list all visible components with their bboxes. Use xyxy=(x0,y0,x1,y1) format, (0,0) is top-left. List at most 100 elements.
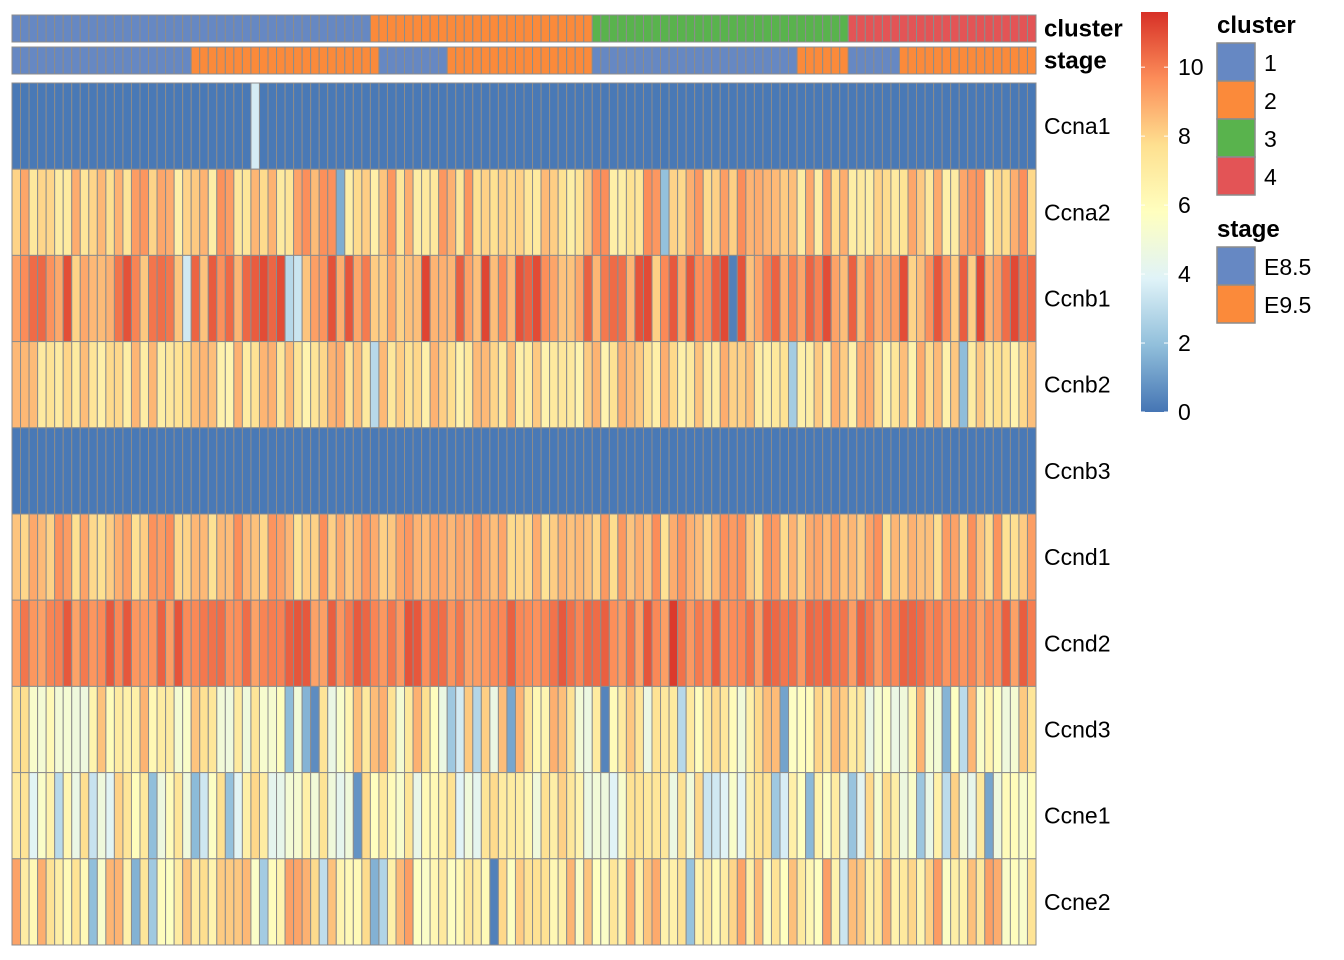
heatmap-cell xyxy=(753,685,764,774)
heatmap-cell xyxy=(455,427,465,515)
heatmap-cell xyxy=(830,599,841,687)
heatmap-cell xyxy=(847,858,858,946)
heatmap-cell xyxy=(96,772,107,860)
heatmap-cell xyxy=(327,599,337,687)
heatmap-cell xyxy=(446,772,457,860)
stage-annotation-cell xyxy=(276,46,286,75)
heatmap-cell xyxy=(79,685,90,774)
heatmap-cell xyxy=(412,427,423,515)
heatmap-cell xyxy=(574,685,585,774)
heatmap-cell xyxy=(241,599,252,687)
cluster-annotation-cell xyxy=(224,14,235,43)
heatmap-cell xyxy=(88,168,98,256)
cluster-annotation-cell xyxy=(898,14,909,43)
heatmap-cell xyxy=(1009,685,1020,774)
heatmap-cell xyxy=(890,858,900,946)
heatmap-cell xyxy=(28,513,39,601)
color-scale-tick-label: 2 xyxy=(1178,330,1191,356)
heatmap-cell xyxy=(1009,254,1020,343)
heatmap-cell xyxy=(574,427,585,515)
stage-annotation-cell xyxy=(489,46,499,75)
heatmap-cell xyxy=(284,685,295,774)
stage-annotation-cell xyxy=(182,46,192,75)
heatmap-cell xyxy=(310,82,320,170)
heatmap-cell xyxy=(890,168,900,256)
stage-track-label: stage xyxy=(1044,48,1107,75)
heatmap-cell xyxy=(96,599,107,687)
stage-annotation-cell xyxy=(378,46,388,75)
color-scale-tick-label: 8 xyxy=(1178,123,1191,149)
heatmap-cell xyxy=(412,82,423,170)
heatmap-cell xyxy=(881,858,892,946)
heatmap-cell xyxy=(719,254,730,343)
heatmap-cell xyxy=(182,168,192,256)
heatmap-cell xyxy=(813,772,824,860)
stage-annotation-cell xyxy=(62,46,73,75)
heatmap-cell xyxy=(284,427,295,515)
stage-annotation-cell xyxy=(497,46,508,75)
heatmap-cell xyxy=(224,772,235,860)
heatmap-cell xyxy=(941,168,952,256)
heatmap-cell xyxy=(386,513,397,601)
heatmap-cell xyxy=(199,427,209,515)
heatmap-cell xyxy=(20,168,30,256)
cluster-annotation-cell xyxy=(668,14,679,43)
heatmap-cell xyxy=(523,341,534,429)
stage-annotation-cell xyxy=(881,46,892,75)
heatmap-cell xyxy=(438,168,448,256)
heatmap-cell xyxy=(557,513,568,601)
cluster-annotation-cell xyxy=(463,14,474,43)
heatmap-cell xyxy=(472,254,482,343)
heatmap-cell xyxy=(719,341,730,429)
cluster-annotation-cell xyxy=(258,14,269,43)
heatmap-cell xyxy=(122,82,132,170)
gene-labels: Ccna1 Ccna2 Ccnb1 Ccnb2 Ccnb3 Ccnd1 Ccnd2 Ccnd3… xyxy=(1044,113,1110,915)
stage-annotation-cell xyxy=(677,46,687,75)
heatmap-cell xyxy=(207,858,218,946)
heatmap-cell xyxy=(54,858,64,946)
heatmap-cell xyxy=(813,858,824,946)
heatmap-cell xyxy=(660,168,670,256)
cluster-annotation-cell xyxy=(438,14,448,43)
heatmap-cell xyxy=(984,168,994,256)
heatmap-cell xyxy=(182,513,192,601)
heatmap-cell xyxy=(1018,168,1028,256)
heatmap-cell xyxy=(617,427,627,515)
heatmap-cell xyxy=(88,858,98,946)
heatmap-cell xyxy=(369,254,380,343)
heatmap-cell xyxy=(378,599,388,687)
heatmap-cell xyxy=(600,685,610,774)
heatmap-cell xyxy=(566,858,576,946)
heatmap-cell xyxy=(514,341,525,429)
heatmap-cell xyxy=(566,82,576,170)
category-legends: cluster 1 2 3 4 stage E8.5 E9.5 xyxy=(1216,12,1311,324)
heatmap-cell xyxy=(148,341,158,429)
heatmap-cell xyxy=(62,599,73,687)
heatmap-cell xyxy=(591,599,602,687)
heatmap-cell xyxy=(557,858,568,946)
heatmap-cell xyxy=(916,772,926,860)
heatmap-cell xyxy=(105,82,115,170)
heatmap-cell xyxy=(1026,82,1037,170)
heatmap-cell xyxy=(796,427,807,515)
stage-annotation-cell xyxy=(685,46,696,75)
cluster-annotation-cell xyxy=(446,14,457,43)
heatmap-cell xyxy=(37,341,47,429)
heatmap-cell xyxy=(455,254,465,343)
heatmap-cell xyxy=(395,599,406,687)
stage-annotation-cell xyxy=(916,46,926,75)
heatmap-cell xyxy=(958,772,969,860)
heatmap-cell xyxy=(813,513,824,601)
heatmap-cell xyxy=(301,427,312,515)
heatmap-cell xyxy=(276,599,286,687)
heatmap-cell xyxy=(625,168,636,256)
heatmap-cell xyxy=(967,513,977,601)
heatmap-cell xyxy=(139,427,150,515)
heatmap-cell xyxy=(694,427,704,515)
cluster-annotation-cell xyxy=(11,14,22,43)
heatmap-cell xyxy=(497,599,508,687)
cluster-legend-title: cluster xyxy=(1217,12,1296,39)
cluster-annotation-cell xyxy=(557,14,568,43)
heatmap-cell xyxy=(369,599,380,687)
